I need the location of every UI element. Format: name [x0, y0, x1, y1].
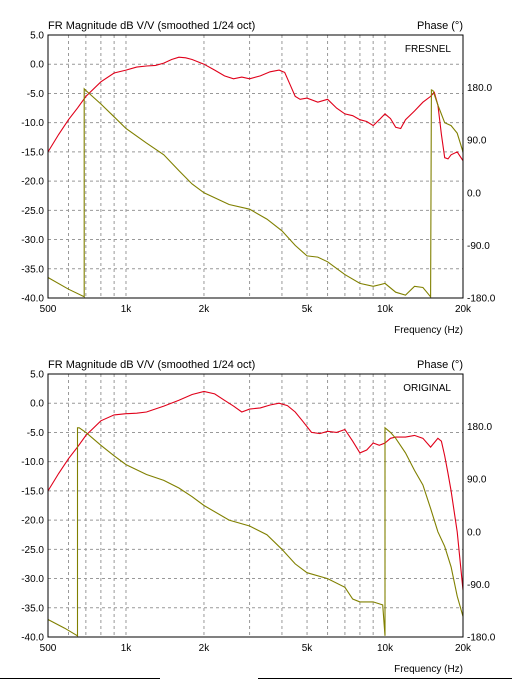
y-tick-label: -15.0 — [21, 147, 44, 158]
y2-tick-label: -180.0 — [467, 633, 496, 644]
y-tick-label: -25.0 — [21, 545, 44, 556]
chart-panel-2: 5.0 0.0 -5.0 -10.0 -15.0 -20.0 -25.0 -30.0 -35.0… — [21, 359, 496, 675]
y2-tick-label: 180.0 — [467, 422, 492, 433]
y-tick-label: 5.0 — [30, 31, 44, 42]
phase-series-line — [47, 87, 464, 299]
y-tick-label: 0.0 — [30, 399, 44, 410]
chart-title: FR Magnitude dB V/V (smoothed 1/24 oct) — [48, 359, 255, 371]
x-tick-label: 5k — [302, 304, 314, 315]
x-axis-label: Frequency (Hz) — [394, 664, 463, 675]
y-tick-label: -40.0 — [21, 633, 44, 644]
y-tick-label: -30.0 — [21, 574, 44, 585]
magnitude-series-line — [47, 56, 464, 162]
y-tick-label: 0.0 — [30, 60, 44, 71]
plot-area — [48, 35, 463, 298]
magnitude-series-line — [47, 390, 464, 591]
y-tick-label: -10.0 — [21, 457, 44, 468]
y-tick-label: -35.0 — [21, 603, 44, 614]
y-tick-label: -20.0 — [21, 516, 44, 527]
phase-axis-title: Phase (°) — [417, 359, 463, 371]
y-tick-label: -35.0 — [21, 264, 44, 275]
x-axis-label: Frequency (Hz) — [394, 325, 463, 336]
x-tick-label: 500 — [40, 643, 57, 654]
x-tick-label: 20k — [455, 304, 472, 315]
y2-tick-label: 0.0 — [467, 527, 481, 538]
y-tick-label: -5.0 — [27, 89, 45, 100]
chart-annotation: FRESNEL — [405, 44, 452, 55]
x-tick-label: 2k — [199, 643, 211, 654]
x-tick-label: 1k — [121, 304, 133, 315]
x-tick-label: 10k — [377, 304, 394, 315]
y-tick-label: -20.0 — [21, 177, 44, 188]
x-tick-label: 1k — [121, 643, 133, 654]
y-tick-label: -30.0 — [21, 235, 44, 246]
phase-series-line — [47, 426, 464, 637]
x-tick-label: 10k — [377, 643, 394, 654]
y2-tick-label: 0.0 — [467, 188, 481, 199]
y2-tick-label: 180.0 — [467, 83, 492, 94]
chart-title: FR Magnitude dB V/V (smoothed 1/24 oct) — [48, 20, 255, 32]
plot-area — [48, 374, 463, 637]
y-tick-label: -10.0 — [21, 118, 44, 129]
y2-tick-label: -90.0 — [467, 580, 490, 591]
x-tick-label: 2k — [199, 304, 211, 315]
plot-frame — [47, 34, 464, 299]
y-tick-label: -25.0 — [21, 206, 44, 217]
x-tick-label: 5k — [302, 643, 314, 654]
phase-axis-title: Phase (°) — [417, 20, 463, 32]
x-tick-label: 20k — [455, 643, 472, 654]
y-tick-label: -15.0 — [21, 486, 44, 497]
y2-tick-label: -180.0 — [467, 294, 496, 305]
y2-tick-label: 90.0 — [467, 475, 487, 486]
chart-annotation: ORIGINAL — [403, 383, 451, 394]
y-tick-label: -40.0 — [21, 294, 44, 305]
y2-tick-label: 90.0 — [467, 136, 487, 147]
y-tick-label: -5.0 — [27, 428, 45, 439]
chart-panel-1: 5.0 0.0 -5.0 -10.0 -15.0 -20.0 -25.0 -30.0 -35.0… — [21, 20, 496, 336]
x-tick-label: 500 — [40, 304, 57, 315]
plot-frame — [47, 373, 464, 638]
y-tick-label: 5.0 — [30, 370, 44, 381]
y2-tick-label: -90.0 — [467, 241, 490, 252]
